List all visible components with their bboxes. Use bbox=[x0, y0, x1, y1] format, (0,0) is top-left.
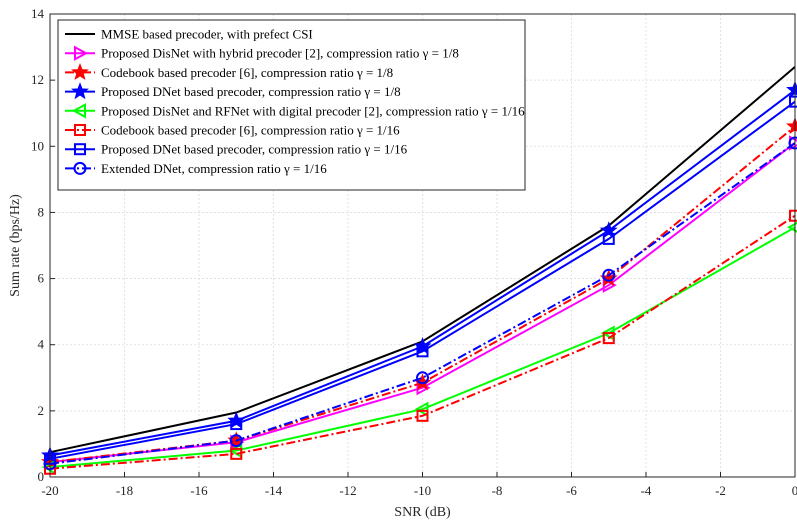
legend: MMSE based precoder, with prefect CSI Pro… bbox=[57, 19, 526, 191]
legend-marker bbox=[74, 45, 89, 61]
legend-label: Proposed DNet based precoder, compressio… bbox=[101, 84, 401, 99]
y-tick-label: 14 bbox=[31, 6, 45, 21]
legend-entry: Codebook based precoder [6], compression… bbox=[65, 123, 400, 138]
series-line bbox=[49, 214, 796, 470]
legend-entry: Proposed DNet based precoder, compressio… bbox=[65, 142, 408, 157]
series-lines bbox=[41, 66, 797, 475]
data-point-marker bbox=[602, 268, 616, 282]
legend-label: Codebook based precoder [6], compression… bbox=[101, 123, 400, 138]
legend-entry: MMSE based precoder, with prefect CSI bbox=[65, 27, 313, 42]
y-tick-label: 2 bbox=[38, 403, 45, 418]
legend-entry: Proposed DisNet with hybrid precoder [2]… bbox=[65, 45, 459, 61]
data-point-marker bbox=[414, 401, 429, 417]
data-point-marker bbox=[602, 232, 615, 245]
data-point-marker bbox=[416, 345, 429, 358]
data-point-marker bbox=[602, 332, 615, 345]
series-line bbox=[49, 142, 796, 465]
legend-entry: Extended DNet, compression ratio γ = 1/1… bbox=[65, 161, 327, 176]
y-tick-label: 10 bbox=[31, 138, 44, 153]
x-tick-label: -16 bbox=[190, 483, 208, 498]
x-tick-label: -4 bbox=[641, 483, 652, 498]
data-point-marker bbox=[230, 418, 243, 431]
data-point-marker bbox=[230, 447, 243, 460]
x-tick-label: -18 bbox=[116, 483, 133, 498]
y-tick-label: 8 bbox=[38, 204, 45, 219]
x-tick-label: -14 bbox=[265, 483, 283, 498]
x-tick-label: 0 bbox=[792, 483, 797, 498]
legend-label: Proposed DisNet with hybrid precoder [2]… bbox=[101, 46, 459, 61]
legend-label: Proposed DNet based precoder, compressio… bbox=[101, 142, 408, 157]
legend-marker bbox=[71, 62, 89, 81]
legend-label: Codebook based precoder [6], compression… bbox=[101, 65, 393, 80]
y-axis-title: Sum rate (bps/Hz) bbox=[8, 194, 23, 297]
legend-marker bbox=[74, 143, 86, 156]
legend-box bbox=[57, 19, 526, 191]
y-tick-label: 0 bbox=[38, 469, 45, 484]
legend-marker bbox=[74, 124, 86, 136]
series-line bbox=[49, 100, 796, 460]
legend-marker bbox=[73, 161, 87, 175]
y-tick-label: 12 bbox=[31, 72, 44, 87]
x-tick-label: -2 bbox=[715, 483, 726, 498]
data-point-marker bbox=[416, 371, 429, 385]
x-tick-label: -12 bbox=[339, 483, 356, 498]
x-tick-label: -8 bbox=[492, 483, 503, 498]
legend-label: Extended DNet, compression ratio γ = 1/1… bbox=[101, 161, 327, 176]
data-point-marker bbox=[416, 409, 429, 422]
legend-entry: Proposed DisNet and RFNet with digital p… bbox=[65, 103, 525, 119]
x-axis-title: SNR (dB) bbox=[394, 505, 451, 520]
y-tick-label: 4 bbox=[38, 337, 45, 352]
legend-label: MMSE based precoder, with prefect CSI bbox=[101, 27, 313, 42]
x-tick-label: -10 bbox=[414, 483, 431, 498]
legend-marker bbox=[71, 82, 89, 100]
legend-label: Proposed DisNet and RFNet with digital p… bbox=[101, 103, 525, 118]
x-tick-label: -6 bbox=[566, 483, 577, 498]
data-point-marker bbox=[229, 434, 243, 448]
legend-entry: Codebook based precoder [6], compression… bbox=[65, 62, 393, 81]
legend-entry: Proposed DNet based precoder, compressio… bbox=[65, 82, 401, 100]
y-tick-label: 6 bbox=[38, 271, 45, 286]
x-tick-label: -20 bbox=[41, 483, 58, 498]
legend-marker bbox=[71, 103, 86, 119]
